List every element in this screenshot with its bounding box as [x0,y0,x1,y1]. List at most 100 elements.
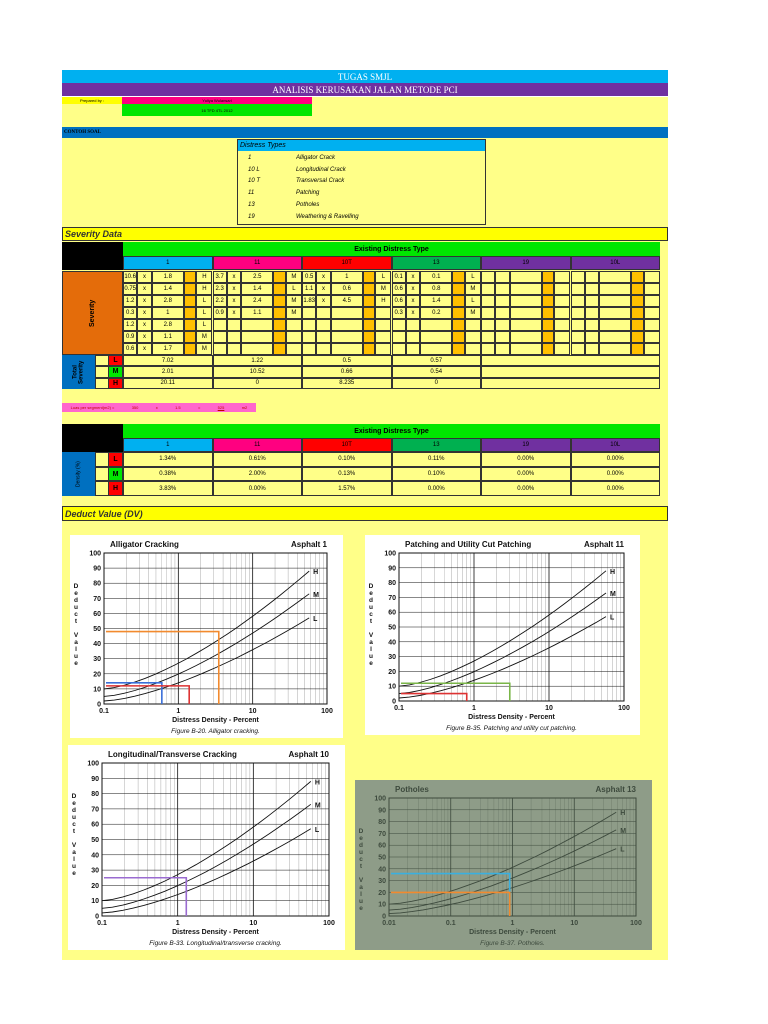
cell: 1.83 [302,295,317,307]
cell [643,295,660,307]
cell: 0.6 [123,343,138,355]
cell [391,319,406,331]
curve-label: H [313,569,318,576]
cell [481,283,496,295]
orange-cell [452,319,465,331]
cell: x [226,283,242,295]
cell [584,271,600,283]
area-row: Luas per segment(m2) = 350 x 1.5 = 525 m2 [62,403,256,412]
curve-label: L [315,827,320,834]
cell [509,271,542,283]
y-tick-label: 50 [388,625,396,632]
density-value: 0.10% [302,452,392,467]
cell: M [375,283,392,295]
cell [495,307,510,319]
orange-cell [452,307,465,319]
curve [103,570,310,690]
reading-arrow [106,685,190,704]
cell: L [375,271,392,283]
density-value: 0.00% [481,466,571,482]
y-tick-label: 60 [388,610,396,617]
distress-code: 1 [248,155,252,161]
x-tick-label: 1 [472,705,476,712]
chart-tag: Asphalt 11 [584,540,625,549]
orange-cell [631,295,644,307]
orange-cell [183,307,197,319]
cell [375,343,392,355]
curve [398,570,607,687]
orange-cell [452,331,465,343]
x-tick-label: 10 [249,708,257,715]
cell [584,331,600,343]
distress-name: Weathering & Ravelling [296,213,359,220]
prepared-name: Yuliya Wulansari [122,97,312,104]
y-tick-label: 90 [93,566,101,573]
chart-title: Longitudinal/Transverse Cracking [108,750,237,759]
cell [212,319,227,331]
level: L [108,355,123,367]
cell: 2.4 [241,295,274,307]
cell: 0.3 [391,307,406,319]
curve-label: M [620,828,626,835]
y-tick-label: 40 [91,852,99,859]
column-header: 19 [481,438,571,452]
x-tick-label: 100 [618,705,630,712]
y-tick-label: 70 [388,595,396,602]
orange-cell [362,283,376,295]
orange-cell [541,343,555,355]
curve-label: L [313,616,318,623]
cell [375,319,392,331]
cell [420,331,453,343]
cell: 1.8 [151,271,184,283]
cell [570,295,585,307]
orange-cell [273,343,286,355]
y-tick-label: 10 [388,684,396,691]
cell [509,343,542,355]
cell [584,283,600,295]
y-tick-label: 70 [91,806,99,813]
cell: x [137,307,152,319]
prepared-label: Prepared by : [62,97,122,104]
cell: M [285,307,302,319]
density-value: 3.83% [123,481,213,497]
total: 0.57 [391,355,481,367]
orange-cell [541,295,555,307]
cell [330,331,363,343]
y-tick-label: 10 [378,902,386,909]
y-tick-label: 100 [89,551,101,558]
y-tick-label: 80 [93,581,101,588]
density-value: 1.34% [123,452,213,467]
deduct-chart: 0.1 1 10 100 0 10 20 30 40 50 60 70 80 90 100 H M L Patchi… [365,535,640,735]
column-header: 10L [570,256,660,270]
column-header: 19 [481,256,571,270]
y-tick-label: 30 [388,654,396,661]
cell: 1 [151,307,184,319]
density-value: 0.38% [123,466,213,482]
column-header: 1 [123,256,213,270]
y-tick-label: 10 [93,686,101,693]
cell: x [226,271,242,283]
cell: 1.7 [151,343,184,355]
cell: x [137,331,152,343]
cell: 0.6 [391,283,406,295]
cell [643,307,660,319]
curve-label: M [610,591,616,598]
severity-label: Severity [89,299,96,327]
orange-cell [273,271,286,283]
cell: L [196,319,213,331]
deduct-chart: 0.1 1 10 100 0 10 20 30 40 50 60 70 80 90 100 H M L Alliga… [70,535,343,738]
cell [584,319,600,331]
x-tick-label: 0.1 [99,708,109,715]
cell [241,343,274,355]
cell: 2.8 [151,295,184,307]
x-label: Distress Density - Percent [469,929,556,936]
y-label: Deduct Value [358,828,365,912]
cell [554,343,571,355]
cell: H [196,283,213,295]
column-header: 13 [391,438,481,452]
y-tick-label: 40 [93,641,101,648]
cell [464,331,481,343]
cell [570,283,585,295]
cell: 1.4 [151,283,184,295]
x-tick-label: 0.1 [394,705,404,712]
